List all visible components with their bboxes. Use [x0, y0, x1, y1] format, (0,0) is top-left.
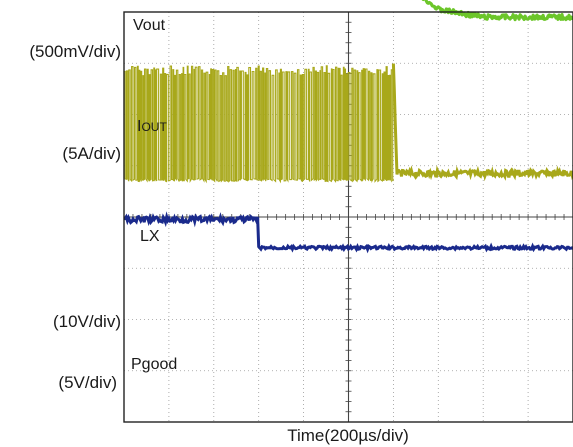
- x-axis-label: Time(200µs/div): [287, 426, 409, 445]
- scale-label-lx: (10V/div): [53, 312, 121, 331]
- trace-lx-switching: [123, 65, 394, 184]
- scale-label-pgood: (5V/div): [58, 373, 117, 392]
- trace-pgood: [123, 211, 573, 254]
- channel-name-iout: IOUT: [137, 118, 167, 135]
- scale-label-iout: (5A/div): [62, 144, 121, 163]
- trace-lx-settled: [391, 63, 573, 182]
- channel-name-pgood: Pgood: [131, 356, 177, 373]
- waveform-traces: [123, 0, 573, 254]
- channel-name-vout: Vout: [133, 17, 166, 34]
- channel-name-lx: LX: [140, 228, 160, 245]
- trace-iout: [421, 0, 573, 22]
- scale-label-vout: (500mV/div): [29, 42, 121, 61]
- plot-area-border: [123, 11, 573, 423]
